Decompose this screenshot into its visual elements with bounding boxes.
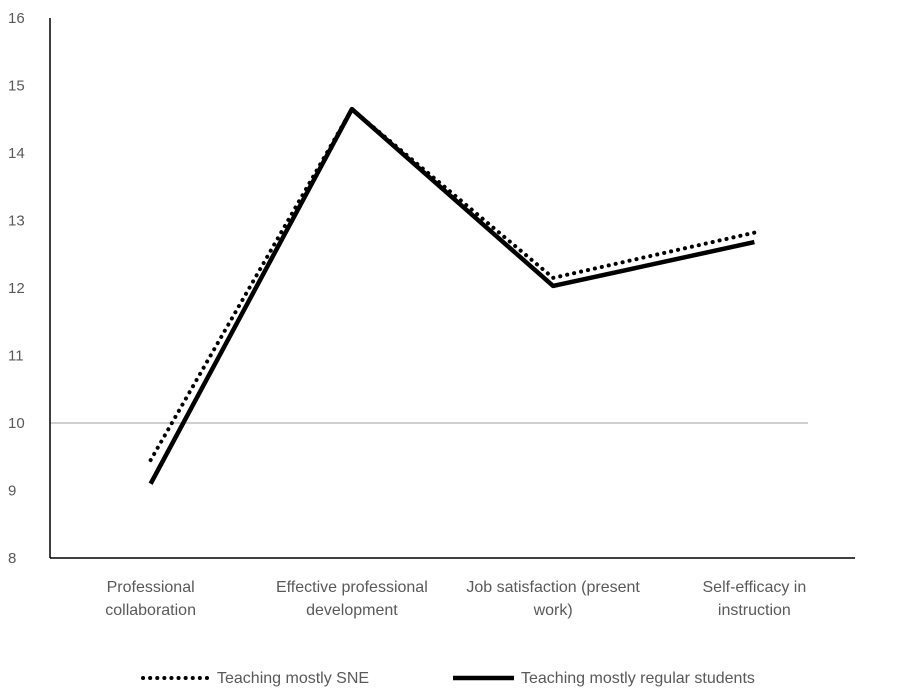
x-tick-label: Job satisfaction (present work) — [466, 579, 640, 619]
x-tick-label: Self-efficacy in instruction — [703, 579, 807, 619]
legend-label-sne: Teaching mostly SNE — [217, 670, 369, 687]
x-axis-labels: Professional collaboration Effective profe… — [105, 579, 806, 619]
x-tick-label: Effective professional development — [276, 579, 428, 619]
y-tick-label: 12 — [8, 280, 25, 297]
y-tick-label: 13 — [8, 213, 25, 230]
series-lines — [148, 106, 757, 485]
y-tick-label: 11 — [8, 348, 24, 365]
y-tick-label: 8 — [8, 550, 16, 567]
y-tick-label: 16 — [8, 10, 25, 27]
y-tick-label: 14 — [8, 145, 25, 162]
x-tick-label: Professional collaboration — [105, 579, 196, 619]
legend: Teaching mostly SNE Teaching mostly regu… — [141, 670, 755, 687]
y-axis-ticks: 8 9 10 11 12 13 14 15 16 — [8, 10, 25, 567]
legend-label-regular: Teaching mostly regular students — [521, 670, 755, 687]
series-line-sne — [148, 107, 757, 463]
y-tick-label: 15 — [8, 78, 25, 95]
y-tick-label: 9 — [8, 483, 16, 500]
series-line-regular — [148, 106, 755, 485]
y-tick-label: 10 — [8, 415, 25, 432]
